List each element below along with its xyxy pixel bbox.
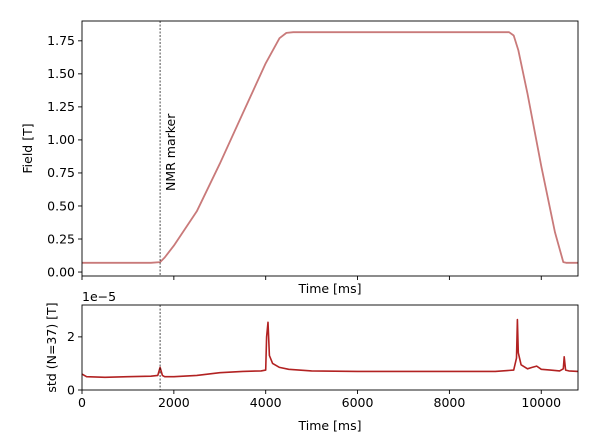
x-tick-label: 4000: [250, 395, 282, 410]
std-x-ticks: 0 2000 4000 6000 8000 10000: [78, 390, 561, 410]
std-series: [81, 318, 579, 379]
x-tick-label: 10000: [521, 395, 561, 410]
y-tick-label: 2: [67, 329, 75, 344]
field-x-axis-title: Time [ms]: [297, 281, 361, 296]
y-tick-label: 0.75: [47, 165, 75, 180]
y-tick-label: 1.50: [47, 66, 75, 81]
field-y-axis-title: Field [T]: [20, 123, 35, 173]
std-offset-text: 1e−5: [82, 289, 116, 304]
nmr-marker-label: NMR marker: [163, 113, 178, 191]
std-y-ticks: 02: [67, 329, 82, 397]
std-x-axis-title: Time [ms]: [297, 418, 361, 433]
field-x-ticks: [81, 276, 542, 280]
x-tick-label: 2000: [158, 395, 190, 410]
field-y-ticks: 0.00 0.25 0.50 0.75 1.00 1.25 1.50 1.75: [47, 33, 82, 279]
x-tick-label: 6000: [342, 395, 374, 410]
y-tick-label: 0: [67, 382, 75, 397]
field-series: [82, 31, 578, 264]
series-line: [81, 318, 579, 379]
x-tick-label: 0: [78, 395, 86, 410]
y-tick-label: 1.00: [47, 132, 75, 147]
field-panel: 0.00 0.25 0.50 0.75 1.00 1.25 1.50 1.75 NMR mar…: [20, 20, 579, 296]
x-tick-label: 8000: [434, 395, 466, 410]
y-tick-label: 1.25: [47, 99, 75, 114]
y-tick-label: 1.75: [47, 33, 75, 48]
field-axes-frame: [81, 20, 579, 277]
series-line: [82, 31, 578, 264]
nmr-marker: NMR marker: [159, 21, 178, 276]
std-y-axis-title: std (N=37) [T]: [44, 302, 59, 392]
y-tick-label: 0.00: [47, 264, 75, 279]
std-panel: 02 0 2000 4000 6000 8000 10000 1e−5 Time [ms]…: [44, 289, 579, 433]
y-tick-label: 0.50: [47, 198, 75, 213]
std-axes-frame: [81, 304, 579, 391]
y-tick-label: 0.25: [47, 231, 75, 246]
